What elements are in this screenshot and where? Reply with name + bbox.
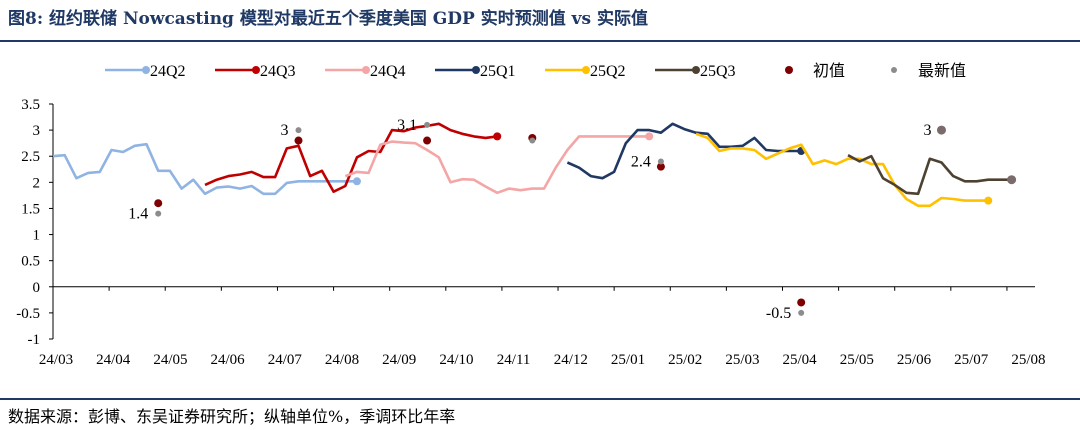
y-tick-label: -0.5 bbox=[16, 306, 40, 322]
legend-marker-point bbox=[785, 66, 793, 74]
y-tick-label: 0 bbox=[33, 280, 41, 296]
x-tick-label: 24/04 bbox=[96, 352, 131, 368]
source-rule bbox=[0, 398, 1080, 400]
latest-value-point bbox=[657, 158, 664, 165]
x-tick-label: 25/05 bbox=[840, 352, 874, 368]
series-end-marker-24q4 bbox=[645, 132, 654, 141]
data-label: 2.4 bbox=[631, 153, 651, 170]
y-tick-label: 3 bbox=[33, 123, 41, 139]
x-tick-label: 24/07 bbox=[268, 352, 303, 368]
latest-value-point bbox=[529, 137, 536, 144]
x-tick-label: 24/12 bbox=[554, 352, 588, 368]
legend-label-25q2: 25Q2 bbox=[590, 63, 626, 80]
initial-value-point bbox=[294, 136, 303, 145]
y-tick-label: 1 bbox=[33, 228, 41, 244]
x-tick-label: 24/03 bbox=[39, 352, 73, 368]
y-tick-label: 0.5 bbox=[21, 254, 40, 270]
y-tick-label: 2 bbox=[33, 175, 41, 191]
legend-label-point: 初值 bbox=[813, 62, 845, 80]
legend-marker-25q3 bbox=[692, 66, 700, 74]
series-end-marker-25q2 bbox=[984, 196, 993, 205]
x-tick-label: 24/06 bbox=[211, 352, 246, 368]
legend-label-point: 最新值 bbox=[918, 62, 966, 80]
series-line-24q4 bbox=[344, 135, 650, 195]
chart-series bbox=[52, 122, 1016, 208]
x-tick-label: 25/04 bbox=[783, 352, 818, 368]
x-tick-label: 24/09 bbox=[382, 352, 416, 368]
y-tick-label: 3.5 bbox=[21, 97, 40, 113]
legend-marker-24q2 bbox=[142, 66, 150, 74]
initial-value-point bbox=[423, 136, 432, 145]
x-tick-label: 25/08 bbox=[1011, 352, 1045, 368]
legend-label-24q2: 24Q2 bbox=[150, 63, 186, 80]
x-tick-label: 25/07 bbox=[954, 352, 989, 368]
data-label: 3 bbox=[281, 122, 289, 139]
series-line-24q2 bbox=[52, 142, 357, 196]
legend-label-25q1: 25Q1 bbox=[480, 63, 516, 80]
initial-value-point bbox=[656, 162, 665, 171]
chart-points bbox=[154, 121, 1017, 316]
title-rule bbox=[0, 40, 1080, 42]
legend-marker-point bbox=[891, 67, 897, 73]
x-tick-label: 25/03 bbox=[725, 352, 759, 368]
x-tick-label: 24/08 bbox=[325, 352, 359, 368]
x-tick-label: 25/06 bbox=[897, 352, 932, 368]
figure-title: 图8: 纽约联储 Nowcasting 模型对最近五个季度美国 GDP 实时预测… bbox=[8, 9, 649, 29]
series-end-marker-24q3 bbox=[493, 132, 502, 141]
y-tick-label: 2.5 bbox=[21, 149, 40, 165]
legend-label-24q4: 24Q4 bbox=[370, 63, 406, 80]
series-line-24q3 bbox=[204, 122, 498, 193]
latest-value-point bbox=[936, 125, 946, 135]
y-tick-label: 1.5 bbox=[21, 201, 40, 217]
latest-value-point bbox=[295, 127, 302, 134]
data-label: 3 bbox=[923, 122, 931, 139]
legend-marker-24q3 bbox=[252, 66, 260, 74]
chart-annotations: 1.4 3 3.1 2.4 -0.5 3 bbox=[128, 117, 931, 322]
x-tick-label: 24/11 bbox=[497, 352, 531, 368]
x-tick-label: 25/01 bbox=[611, 352, 645, 368]
legend-label-25q3: 25Q3 bbox=[700, 63, 736, 80]
latest-value-point bbox=[424, 121, 431, 128]
nowcast-chart: 24Q2 24Q3 24Q4 25Q1 25Q2 25Q3 初值 最新值 3.5 3 2.5 2 1.… bbox=[16, 62, 1045, 368]
series-end-marker-24q2 bbox=[352, 177, 361, 186]
y-tick-label: -1 bbox=[28, 332, 41, 348]
x-tick-label: 25/02 bbox=[668, 352, 702, 368]
chart-legend: 24Q2 24Q3 24Q4 25Q1 25Q2 25Q3 初值 最新值 bbox=[105, 62, 966, 80]
x-tick-label: 24/05 bbox=[153, 352, 187, 368]
latest-value-point bbox=[155, 210, 162, 217]
source-note: 数据来源：彭博、东吴证券研究所；纵轴单位%，季调环比年率 bbox=[8, 407, 456, 426]
series-line-25q2 bbox=[695, 132, 989, 208]
legend-marker-25q2 bbox=[582, 66, 590, 74]
chart-axes: 3.5 3 2.5 2 1.5 1 0.5 0 -0.5 -1 24/03 24/04 24/05 24/… bbox=[16, 97, 1045, 368]
initial-value-point bbox=[154, 199, 163, 208]
initial-value-point bbox=[797, 298, 806, 307]
latest-value-point bbox=[1007, 175, 1017, 185]
series-line-25q3 bbox=[847, 154, 1012, 196]
data-label: -0.5 bbox=[766, 305, 791, 322]
legend-label-24q3: 24Q3 bbox=[260, 63, 296, 80]
legend-marker-25q1 bbox=[472, 66, 480, 74]
data-label: 1.4 bbox=[128, 206, 148, 223]
x-tick-label: 24/10 bbox=[439, 352, 473, 368]
legend-marker-24q4 bbox=[362, 66, 370, 74]
series-line-25q1 bbox=[566, 122, 802, 180]
data-label: 3.1 bbox=[397, 117, 417, 134]
latest-value-point bbox=[798, 309, 805, 316]
